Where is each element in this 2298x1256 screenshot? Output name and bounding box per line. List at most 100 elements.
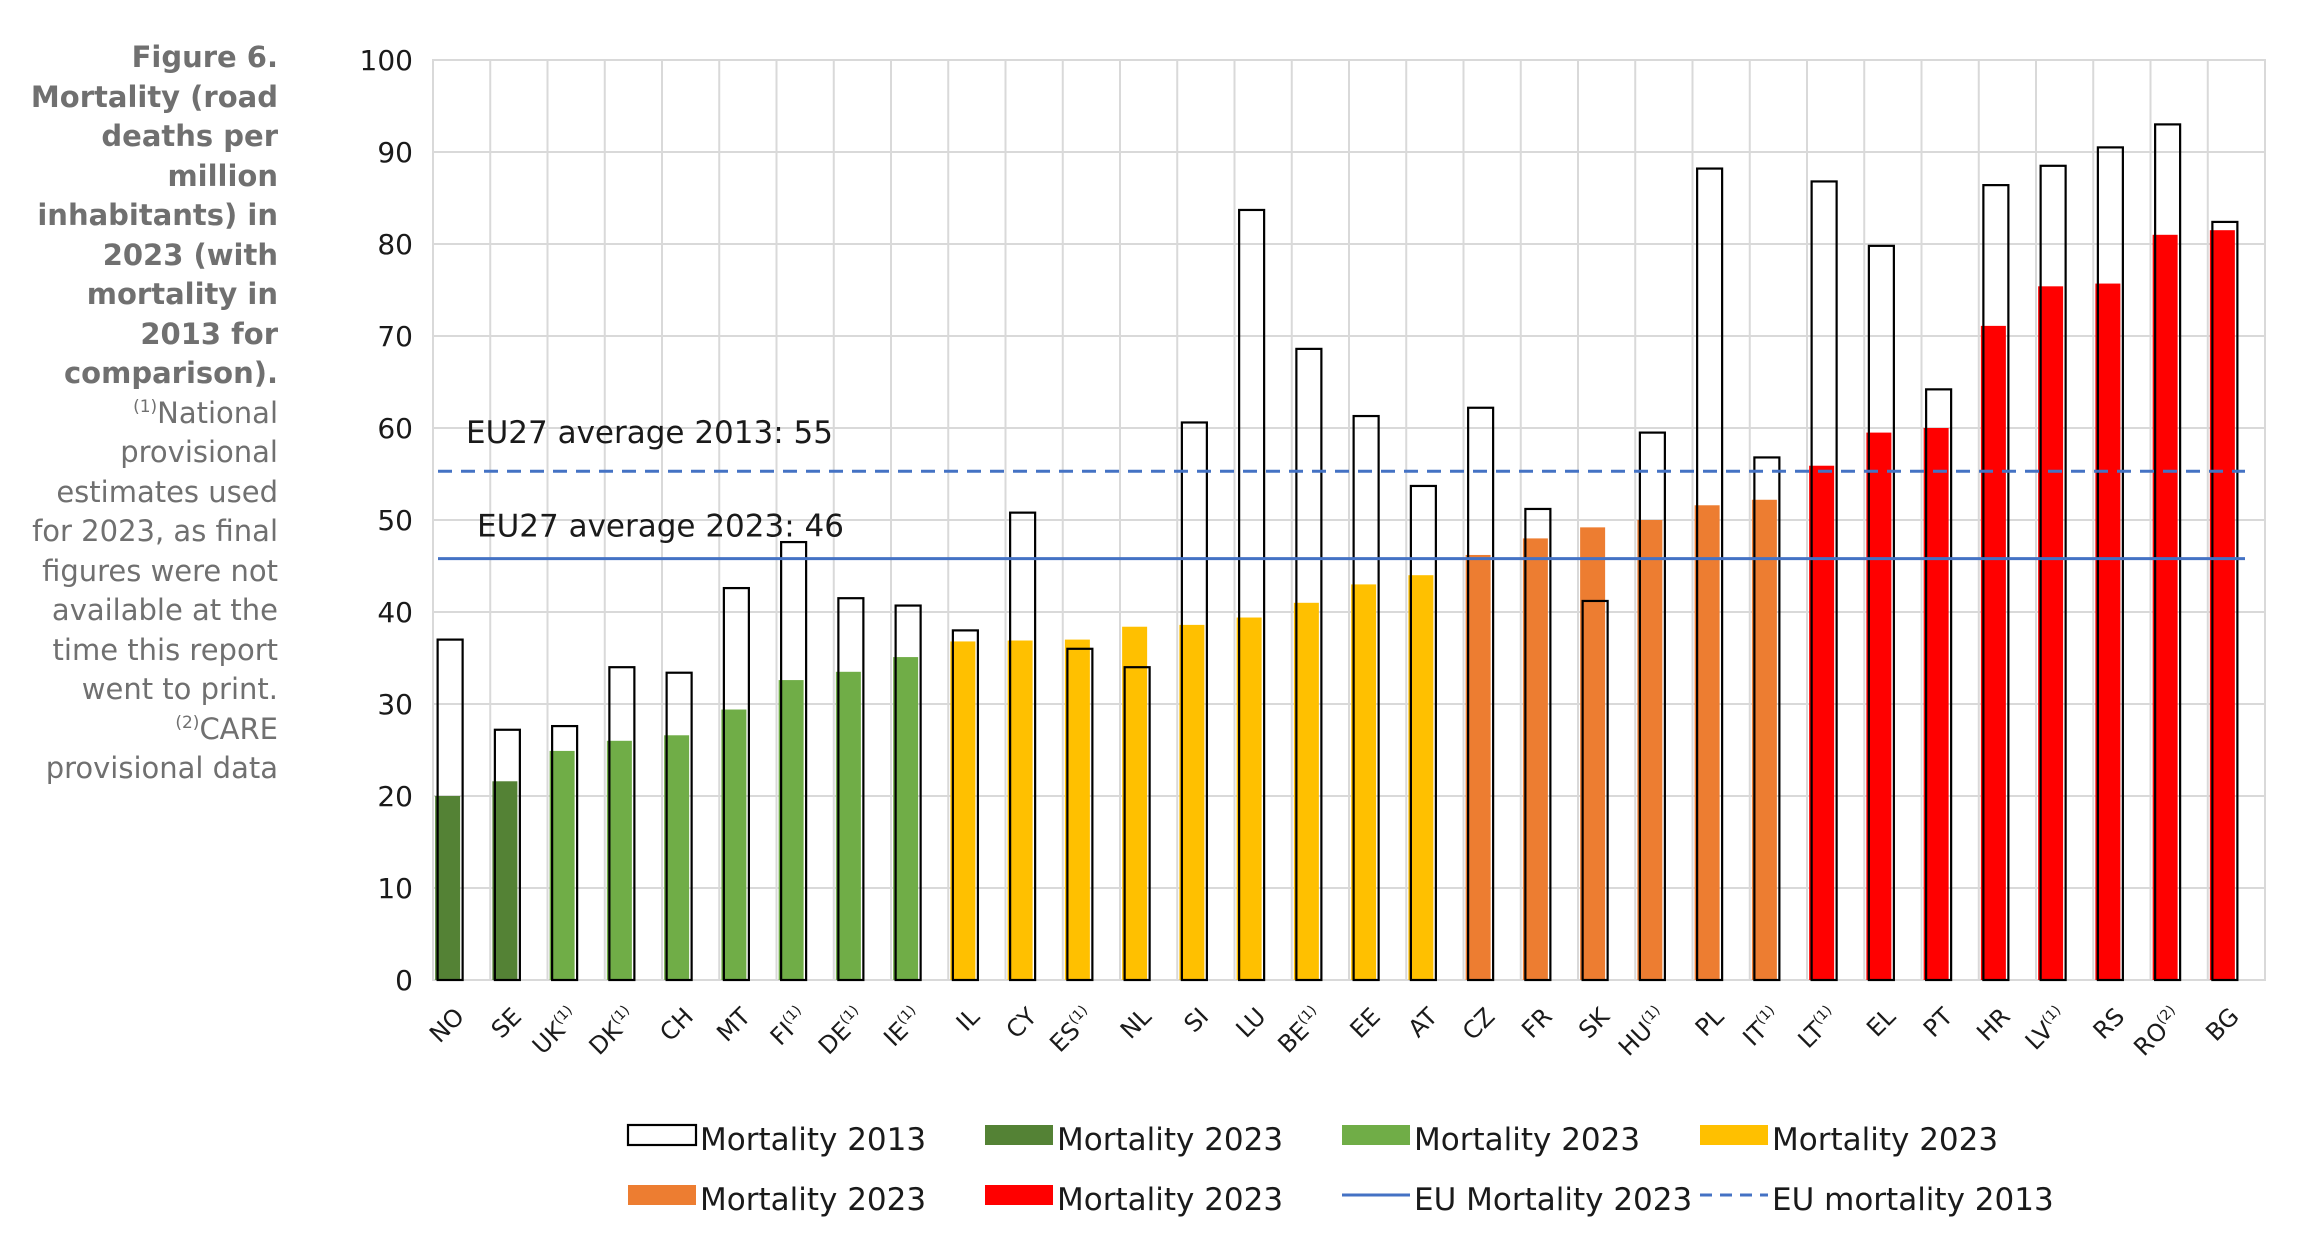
legend-4-swatch: [628, 1185, 696, 1205]
bar-2013-rs: [2096, 146, 2124, 982]
x-label-es: ES(1): [1044, 1002, 1099, 1057]
x-label-at: AT: [1403, 1002, 1444, 1043]
bar-2013-lt: [1810, 180, 1838, 982]
reference-label-2013: EU27 average 2013: 55: [466, 415, 833, 451]
bar-2023-lv: [2038, 286, 2064, 980]
bar-2023-ee: [1351, 584, 1377, 980]
bar-2023-mt: [721, 709, 747, 980]
bar-2013-il: [951, 629, 979, 982]
footnote-2: (2)CARE provisional data: [20, 710, 278, 789]
reference-label-2023: EU27 average 2023: 46: [477, 509, 844, 545]
bar-2013-lv: [2039, 164, 2067, 982]
bar-2023-nl: [1122, 626, 1148, 980]
legend: Mortality 2013 Mortality 2023 Mortality 20…: [626, 1122, 2054, 1218]
x-label-dk: DK(1): [584, 1002, 642, 1060]
footnote-1-text: National provisional estimates used for …: [32, 395, 278, 707]
bar-2023-lu: [1236, 617, 1262, 980]
x-label-cz: CZ: [1457, 1002, 1500, 1045]
x-label-sk: SK: [1573, 1002, 1616, 1045]
bar-2013-de: [837, 597, 865, 982]
legend-0-swatch: [626, 1123, 698, 1147]
x-label-lu: LU: [1231, 1002, 1272, 1043]
bar-2013-el: [1867, 244, 1895, 982]
bar-2023-dk: [606, 740, 632, 980]
x-label-bg: BG: [2200, 1002, 2244, 1046]
bar-2023-ie: [893, 657, 919, 980]
bar-2013-pl: [1696, 167, 1724, 982]
bar-2023-hu: [1637, 520, 1663, 980]
bar-2013-it: [1753, 456, 1781, 982]
x-label-mt: MT: [711, 1002, 756, 1047]
x-label-se: SE: [486, 1002, 527, 1043]
bar-2023-uk: [549, 750, 575, 980]
bar-2023-ro: [2152, 234, 2178, 981]
x-label-fr: FR: [1516, 1002, 1557, 1043]
y-tick-label-70: 70: [377, 320, 413, 353]
bar-2023-il: [950, 641, 976, 980]
legend-1-label: Mortality 2023: [1057, 1122, 1283, 1158]
figure-title: Figure 6. Mortality (road deaths per mil…: [30, 40, 278, 390]
bar-2023-bg: [2209, 230, 2235, 980]
y-tick-label-30: 30: [377, 688, 413, 721]
x-label-no: NO: [424, 1002, 470, 1048]
bar-2013-fi: [780, 540, 808, 982]
x-label-ro: RO(2): [2128, 1002, 2187, 1061]
y-tick-label-60: 60: [377, 412, 413, 445]
x-label-pl: PL: [1690, 1002, 1730, 1042]
x-axis-labels: NO SE UK(1)DK(1) CH MT FI(1)DE(1)IE(1) IL CY ES(…: [424, 1002, 2245, 1062]
bar-2013-ee: [1352, 414, 1380, 982]
legend-7-label: EU mortality 2013: [1772, 1182, 2054, 1218]
x-label-nl: NL: [1115, 1002, 1157, 1044]
bar-2023-se: [492, 781, 518, 980]
bar-2023-fr: [1522, 538, 1548, 980]
bar-2023-cz: [1465, 554, 1491, 980]
bar-2023-sk: [1580, 527, 1606, 980]
legend-3-label: Mortality 2023: [1772, 1122, 1998, 1158]
legend-5-swatch: [985, 1185, 1053, 1205]
x-label-il: IL: [951, 1002, 986, 1037]
bar-2013-cz: [1467, 406, 1495, 982]
bar-2023-es: [1064, 639, 1090, 980]
figure-caption: Figure 6. Mortality (road deaths per mil…: [20, 38, 278, 789]
bar-2023-el: [1866, 432, 1892, 981]
x-label-cy: CY: [1001, 1002, 1043, 1044]
bar-2023-rs: [2095, 283, 2121, 980]
bar-2023-it: [1751, 499, 1777, 980]
bar-2013-se: [493, 728, 521, 982]
x-label-hu: HU(1): [1613, 1002, 1672, 1061]
bar-2013-es: [1066, 647, 1094, 982]
footnote-1: (1)National provisional estimates used f…: [20, 394, 278, 710]
bar-2013-nl: [1123, 666, 1151, 982]
x-label-uk: UK(1): [527, 1002, 584, 1059]
bar-2023-ch: [664, 735, 690, 980]
bar-2013-pt: [1925, 388, 1953, 982]
legend-0-label: Mortality 2013: [700, 1122, 926, 1158]
bar-2013-sk: [1581, 599, 1609, 982]
bar-2013-at: [1409, 484, 1437, 982]
bar-2013-bg: [2211, 220, 2239, 982]
bar-2013-uk: [551, 724, 579, 982]
bar-2023-pt: [1923, 428, 1949, 980]
x-label-ie: IE(1): [878, 1002, 928, 1052]
y-tick-label-10: 10: [377, 872, 413, 905]
x-label-lv: LV(1): [2020, 1002, 2073, 1055]
footnote-2-text: CARE provisional data: [45, 711, 278, 786]
y-axis-ticks: 0 10 20 30 40 50 60 70 80 90 100: [360, 44, 413, 997]
x-label-el: EL: [1861, 1002, 1901, 1042]
bar-2013-hr: [1982, 184, 2010, 982]
y-tick-label-20: 20: [377, 780, 413, 813]
y-tick-label-80: 80: [377, 228, 413, 261]
y-tick-label-100: 100: [360, 44, 413, 77]
bar-2023-lt: [1809, 465, 1835, 981]
bar-2023-fi: [778, 680, 804, 980]
bar-2023-be: [1293, 602, 1319, 980]
y-tick-label-40: 40: [377, 596, 413, 629]
x-label-ee: EE: [1345, 1002, 1386, 1043]
x-label-si: SI: [1179, 1002, 1215, 1038]
bar-2013-si: [1180, 421, 1208, 982]
bar-2013-be: [1295, 347, 1323, 982]
bar-2013-fr: [1524, 507, 1552, 982]
x-label-rs: RS: [2088, 1002, 2130, 1044]
x-label-pt: PT: [1918, 1002, 1959, 1043]
